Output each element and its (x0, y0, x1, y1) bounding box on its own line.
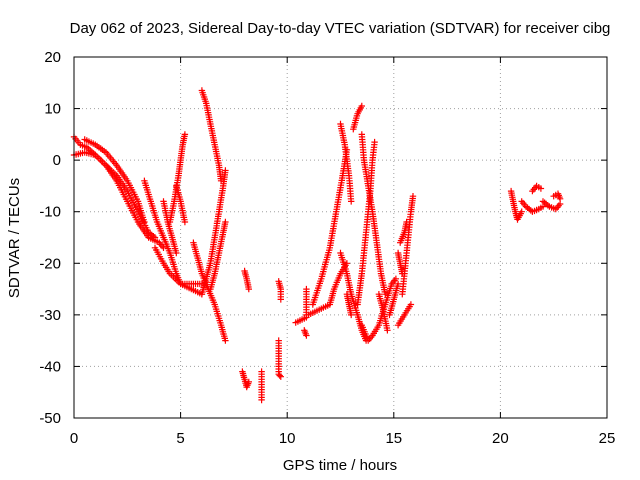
data-point (276, 372, 283, 379)
data-point (343, 260, 351, 267)
y-tick-label: -30 (39, 307, 61, 324)
data-point (277, 373, 284, 380)
data-point (181, 218, 189, 226)
data-point (258, 396, 265, 404)
data-point (303, 285, 310, 293)
data-point (222, 218, 229, 226)
data-point (358, 102, 365, 110)
y-tick-label: 0 (53, 152, 61, 169)
data-point (384, 327, 391, 334)
x-tick-label: 15 (385, 430, 402, 447)
plot-frame (73, 56, 608, 419)
x-tick-label: 25 (599, 430, 616, 447)
data-point (173, 249, 180, 257)
data-point (392, 275, 400, 282)
data-point (348, 198, 355, 205)
data-layer (70, 87, 564, 404)
data-point (277, 296, 284, 303)
data-point (409, 193, 417, 200)
y-tick-label: -20 (39, 255, 61, 272)
x-tick-label: 5 (176, 430, 184, 447)
y-tick-label: -10 (39, 204, 61, 221)
x-tick-label: 20 (492, 430, 509, 447)
chart-title: Day 062 of 2023, Sidereal Day-to-day VTE… (70, 20, 611, 37)
data-point (222, 167, 229, 174)
data-point (141, 218, 148, 226)
data-point (382, 291, 389, 298)
y-tick-label: 10 (44, 101, 61, 118)
data-point (407, 301, 415, 308)
data-point (371, 138, 378, 146)
tick-labels: 0 5 10 15 20 25 20 10 0 -10 -20 -30 -40 -50 (39, 49, 615, 447)
data-point (222, 337, 229, 344)
data-point (348, 311, 355, 319)
x-tick-label: 10 (279, 430, 296, 447)
data-point (181, 131, 189, 138)
data-point (403, 218, 410, 226)
ticks (73, 56, 608, 419)
y-tick-label: -40 (39, 358, 61, 375)
data-point (245, 378, 252, 386)
data-point (537, 185, 545, 192)
x-axis-label: GPS time / hours (283, 457, 397, 474)
data-point (556, 195, 564, 202)
y-axis-label: SDTVAR / TECUs (6, 178, 23, 298)
data-point (245, 285, 252, 293)
y-tick-label: 20 (44, 49, 61, 66)
data-point (303, 332, 310, 339)
data-point (518, 208, 525, 215)
y-tick-label: -50 (39, 410, 61, 427)
x-tick-label: 0 (70, 430, 78, 447)
data-point (160, 244, 167, 251)
